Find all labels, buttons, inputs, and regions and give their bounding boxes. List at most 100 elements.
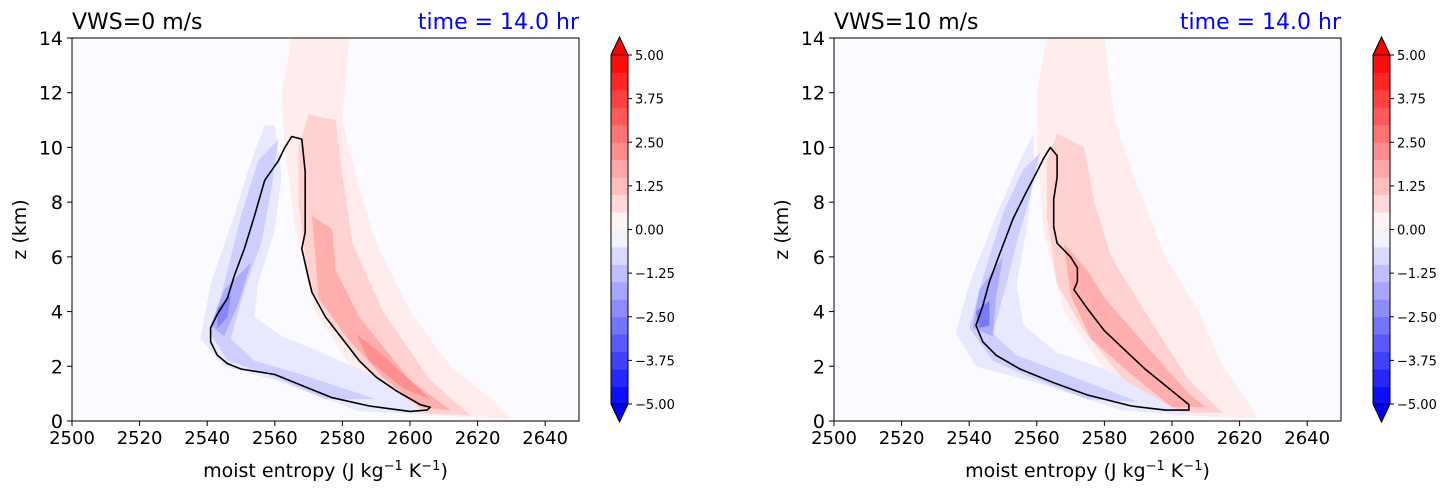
colorbar-level xyxy=(1373,334,1390,353)
anomaly-region-1 xyxy=(1046,133,1223,413)
x-tick-label: 2500 xyxy=(49,428,95,449)
anomaly-region-2 xyxy=(312,215,451,411)
x-tick-label: 2580 xyxy=(1081,428,1127,449)
colorbar-tick-label: 1.25 xyxy=(635,180,664,195)
y-tick-label: 10 xyxy=(39,137,63,159)
colorbar-level xyxy=(611,142,628,161)
colorbar-level xyxy=(1373,124,1390,143)
y-tick-label: 2 xyxy=(51,356,63,378)
colorbar-level xyxy=(1373,89,1390,108)
colorbar-tick-label: 3.75 xyxy=(1397,93,1426,108)
x-axis-label-left-sup1: −1 xyxy=(384,459,403,474)
contour-outline xyxy=(975,146,1190,411)
colorbar-level xyxy=(611,246,628,265)
axis-ticks-left: 2500 2520 2540 2560 2580 2600 2620 2640 0 2 4 6 8 10 1… xyxy=(39,28,568,449)
colorbar-level xyxy=(1373,212,1390,230)
panel-time-left: time = 14.0 hr xyxy=(418,10,580,35)
panel-title-right: VWS=10 m/s xyxy=(834,10,979,35)
x-axis-label-right-end: ) xyxy=(1202,460,1209,482)
x-axis-label-right-sup2: −1 xyxy=(1183,459,1202,474)
colorbar-tick-label: 2.50 xyxy=(1397,136,1426,151)
colorbar-level xyxy=(611,386,628,405)
x-tick-label: 2560 xyxy=(252,428,298,449)
x-tick-label: 2540 xyxy=(946,428,992,449)
colorbar-level xyxy=(611,89,628,108)
colorbar-level xyxy=(611,316,628,335)
x-tick-label: 2520 xyxy=(117,428,163,449)
x-tick-label: 2640 xyxy=(1284,428,1330,449)
colorbar-extend-max xyxy=(610,36,629,56)
contour-line-right xyxy=(975,146,1190,411)
colorbar-left: 5.00 3.75 2.50 1.25 0.00 −1.25 −2.50 −3.75 −5.00 xyxy=(610,35,675,424)
x-axis-label-right-mid: K xyxy=(1165,460,1184,482)
panel-right: 2500 2520 2540 2560 2580 2600 2620 2640 0 2 4 6 8 10 1… xyxy=(771,10,1437,482)
y-tick-label: 6 xyxy=(51,247,63,269)
x-tick-label: 2540 xyxy=(184,428,230,449)
colorbar-level xyxy=(611,159,628,178)
colorbar-level xyxy=(1373,281,1390,300)
colorbar-level xyxy=(1373,177,1390,195)
colorbar-tick-label: 1.25 xyxy=(1397,180,1426,195)
colorbar-level xyxy=(611,177,628,195)
colorbar-level xyxy=(611,124,628,143)
colorbar-level xyxy=(611,107,628,126)
x-tick-label: 2580 xyxy=(319,428,365,449)
colorbar-level xyxy=(611,281,628,300)
plot-frame-left xyxy=(71,37,580,422)
y-tick-label: 14 xyxy=(801,28,825,50)
anomaly-region-3 xyxy=(355,333,431,400)
colorbar-level xyxy=(1373,55,1390,73)
contour-fill-left xyxy=(72,38,579,421)
y-tick-label: 14 xyxy=(39,28,63,50)
colorbar-level xyxy=(611,212,628,230)
colorbar-level xyxy=(611,194,628,213)
colorbar-level xyxy=(1373,194,1390,213)
x-axis-label-right-main: moist entropy (J kg xyxy=(965,460,1145,482)
contour-fill-right xyxy=(834,38,1341,421)
colorbar-tick-label: 0.00 xyxy=(635,224,664,239)
panel-title-left: VWS=0 m/s xyxy=(72,10,203,35)
x-tick-label: 2600 xyxy=(1149,428,1195,449)
y-tick-label: 4 xyxy=(813,302,825,324)
colorbar-level xyxy=(1373,299,1390,318)
panel-left: 2500 2520 2540 2560 2580 2600 2620 2640 0 2 4 6 8 10 1… xyxy=(9,10,675,482)
colorbar-level xyxy=(1373,264,1390,283)
colorbar-tick-label: −5.00 xyxy=(635,398,675,413)
colorbar-tick-label: 5.00 xyxy=(635,49,664,64)
colorbar-tick-label: −2.50 xyxy=(1397,311,1437,326)
y-tick-label: 0 xyxy=(51,411,63,433)
colorbar-tick-label: 5.00 xyxy=(1397,49,1426,64)
x-axis-label-left-end: ) xyxy=(440,460,447,482)
anomaly-region-6 xyxy=(976,300,990,328)
colorbar-tick-label: 2.50 xyxy=(635,136,664,151)
y-tick-label: 2 xyxy=(813,356,825,378)
anomaly-region-1 xyxy=(298,114,471,416)
x-tick-label: 2560 xyxy=(1014,428,1060,449)
anomaly-region-4 xyxy=(969,152,1139,402)
y-axis-label-right: z (km) xyxy=(771,199,793,259)
y-tick-label: 8 xyxy=(813,192,825,214)
x-axis-label-left-mid: K xyxy=(403,460,422,482)
colorbar-level xyxy=(611,369,628,387)
y-tick-label: 6 xyxy=(813,247,825,269)
colorbar-level xyxy=(1373,142,1390,161)
colorbar-level xyxy=(1373,369,1390,387)
y-tick-label: 12 xyxy=(39,83,63,105)
colorbar-tick-label: −2.50 xyxy=(635,311,675,326)
colorbar-level xyxy=(611,299,628,318)
colorbar-level xyxy=(1373,72,1390,91)
colorbar-extend-min xyxy=(610,403,629,423)
colorbar-level xyxy=(611,264,628,283)
colorbar-level xyxy=(1373,386,1390,405)
anomaly-region-2 xyxy=(1063,243,1206,408)
anomaly-region-7 xyxy=(217,295,231,328)
colorbar-level xyxy=(1373,229,1390,248)
colorbar-level xyxy=(1373,246,1390,265)
colorbar-extend-min xyxy=(1372,403,1391,423)
axis-ticks-right: 2500 2520 2540 2560 2580 2600 2620 2640 0 2 4 6 8 10 1… xyxy=(801,28,1330,449)
x-tick-label: 2520 xyxy=(879,428,925,449)
x-axis-label-right: moist entropy (J kg−1 K−1) xyxy=(965,459,1210,482)
x-tick-label: 2500 xyxy=(811,428,857,449)
